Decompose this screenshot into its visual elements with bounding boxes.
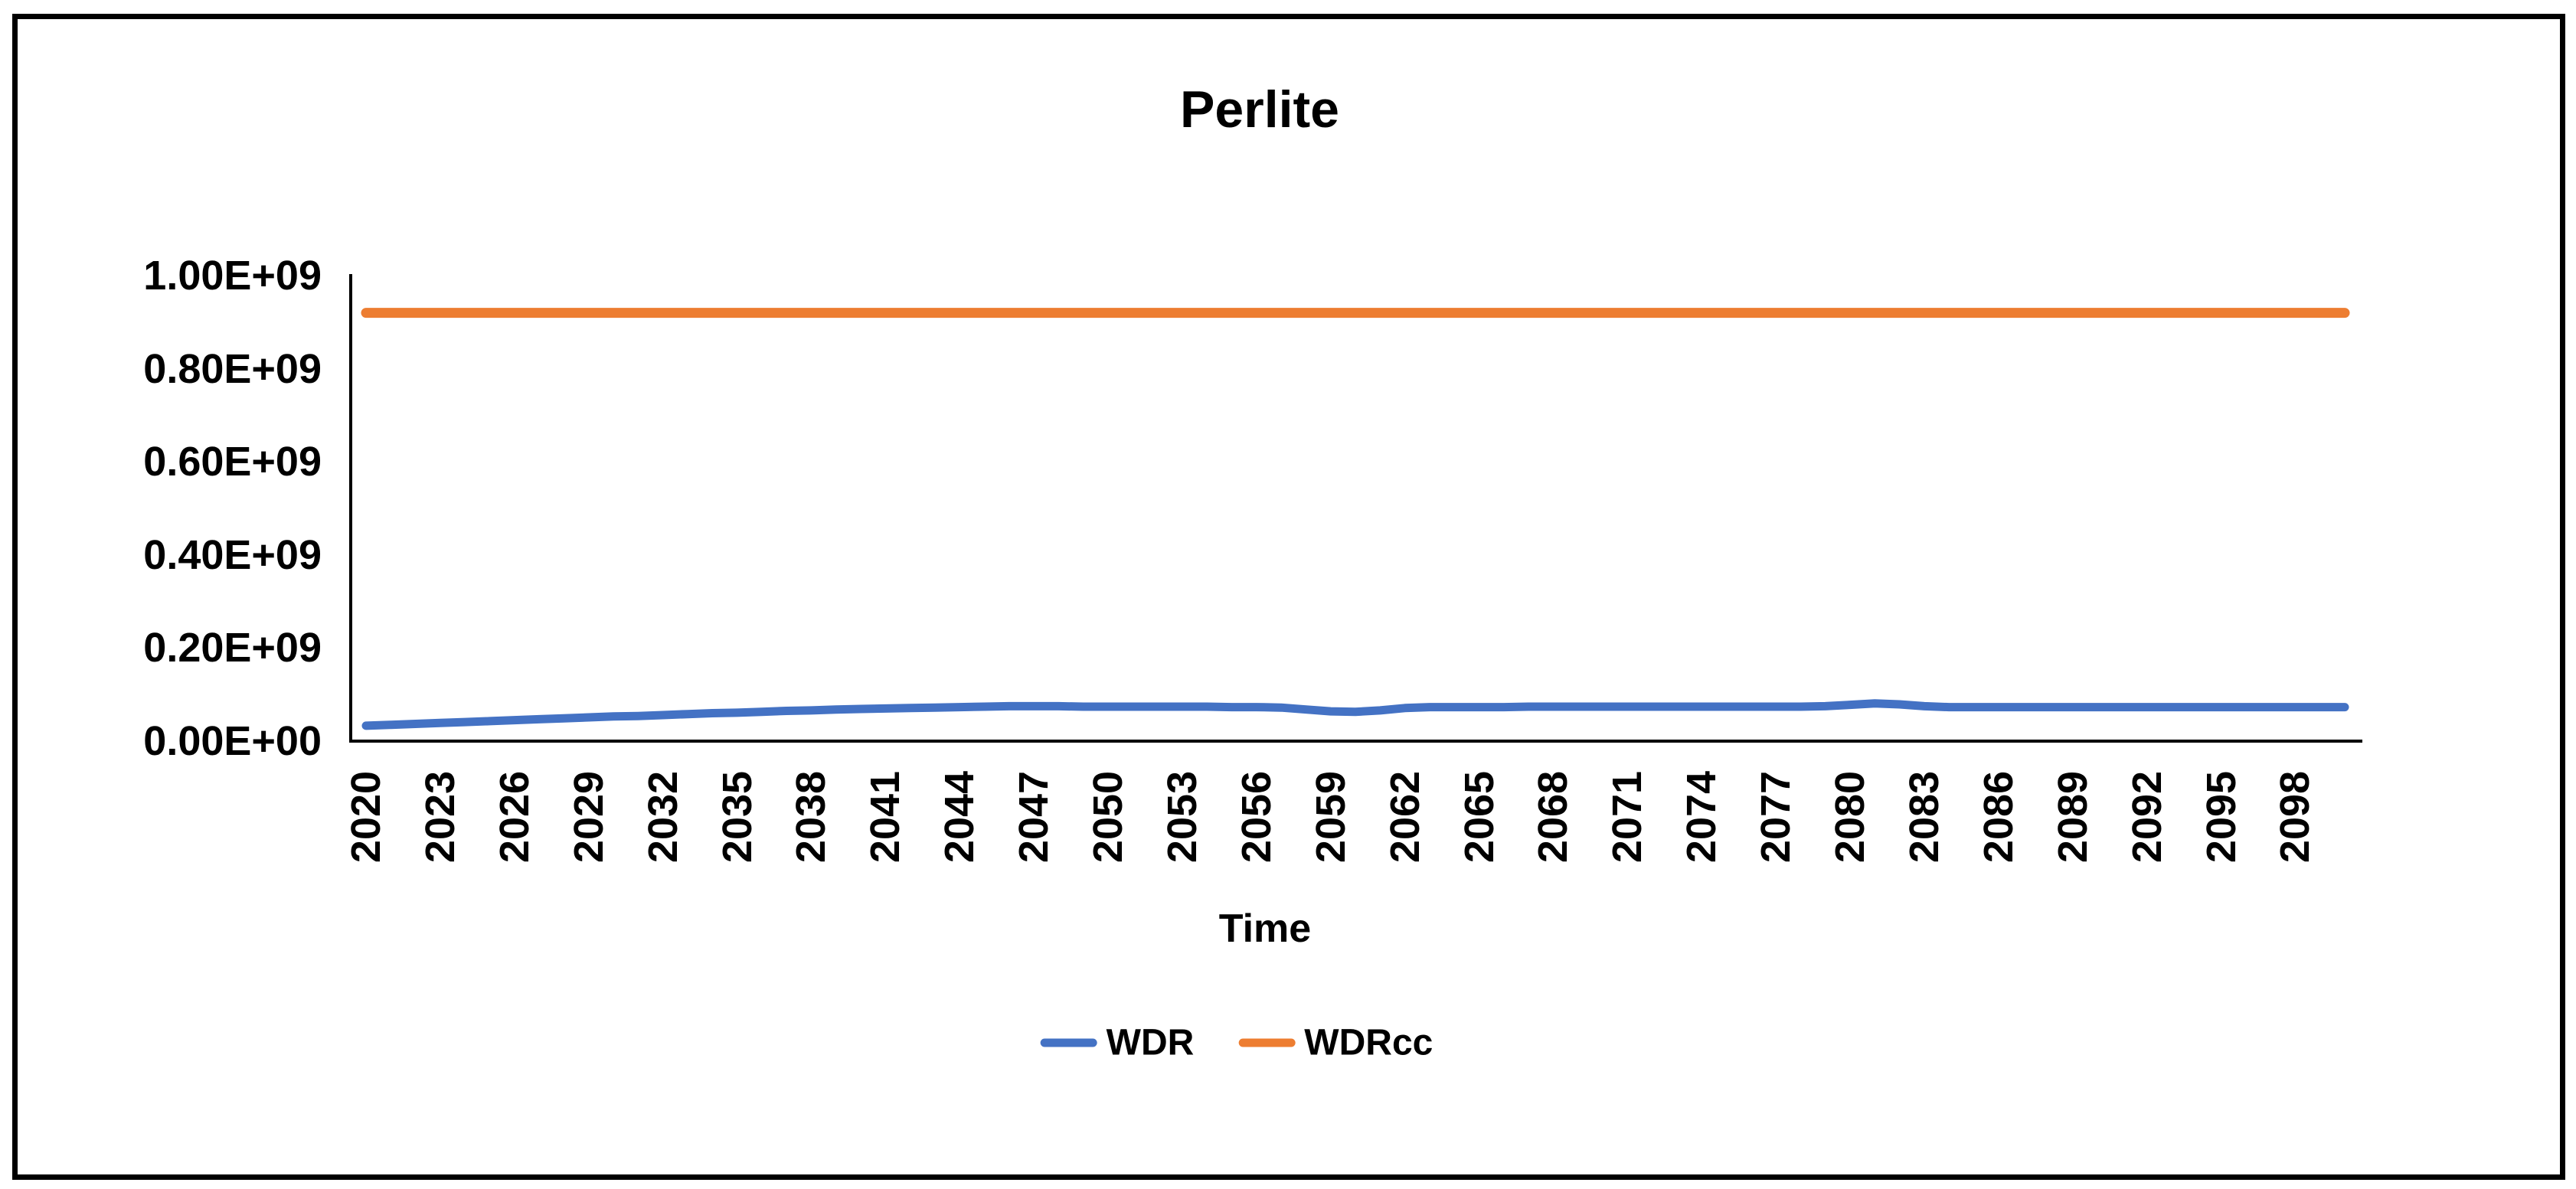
legend-swatch-WDRcc xyxy=(1238,1038,1296,1047)
x-axis-title: Time xyxy=(1218,906,1312,951)
legend-item-WDR[interactable]: WDR xyxy=(1040,1022,1195,1064)
y-tick-label: 0.80E+09 xyxy=(143,345,322,392)
x-tick-label: 2059 xyxy=(1307,770,1354,864)
x-tick-label: 2050 xyxy=(1085,770,1131,864)
x-tick-label: 2080 xyxy=(1827,770,1873,864)
legend-swatch-WDR xyxy=(1040,1038,1097,1047)
x-tick-label: 2020 xyxy=(343,770,389,864)
x-tick-label: 2044 xyxy=(937,770,983,864)
legend-item-WDRcc[interactable]: WDRcc xyxy=(1238,1022,1433,1064)
x-tick-label: 2074 xyxy=(1679,770,1725,864)
x-tick-label: 2086 xyxy=(1975,770,2022,864)
figure-border xyxy=(12,14,2565,1180)
x-tick-label: 2098 xyxy=(2272,770,2319,864)
chart-title: Perlite xyxy=(1180,80,1339,139)
y-tick-label: 0.60E+09 xyxy=(143,439,322,485)
x-tick-label: 2095 xyxy=(2198,770,2244,864)
legend-label: WDRcc xyxy=(1304,1022,1433,1063)
x-tick-label: 2077 xyxy=(1753,770,1800,864)
x-tick-label: 2068 xyxy=(1530,770,1577,864)
x-tick-label: 2023 xyxy=(417,770,463,864)
x-tick-label: 2056 xyxy=(1233,770,1280,864)
y-tick-label: 0.20E+09 xyxy=(143,625,322,671)
legend-label: WDR xyxy=(1106,1022,1195,1063)
x-tick-label: 2092 xyxy=(2123,770,2170,864)
x-tick-label: 2047 xyxy=(1011,770,1058,864)
x-tick-label: 2083 xyxy=(1901,770,1947,864)
x-tick-label: 2071 xyxy=(1604,770,1651,864)
x-tick-label: 2035 xyxy=(714,770,760,864)
y-tick-label: 0.00E+00 xyxy=(143,718,322,764)
x-tick-label: 2032 xyxy=(639,770,686,864)
x-tick-label: 2041 xyxy=(862,770,909,864)
x-tick-label: 2065 xyxy=(1456,770,1502,864)
x-tick-label: 2053 xyxy=(1159,770,1205,864)
y-tick-label: 0.40E+09 xyxy=(143,531,322,578)
series-lines xyxy=(361,308,2350,730)
x-tick-label: 2026 xyxy=(491,770,538,864)
series-line-WDR[interactable] xyxy=(361,699,2349,730)
x-tick-label: 2029 xyxy=(565,770,612,864)
legend: WDR WDRcc xyxy=(1040,1022,1433,1064)
x-tick-label: 2062 xyxy=(1381,770,1428,864)
x-tick-label: 2089 xyxy=(2049,770,2096,864)
y-tick-label: 1.00E+09 xyxy=(143,253,322,299)
x-tick-label: 2038 xyxy=(788,770,835,864)
